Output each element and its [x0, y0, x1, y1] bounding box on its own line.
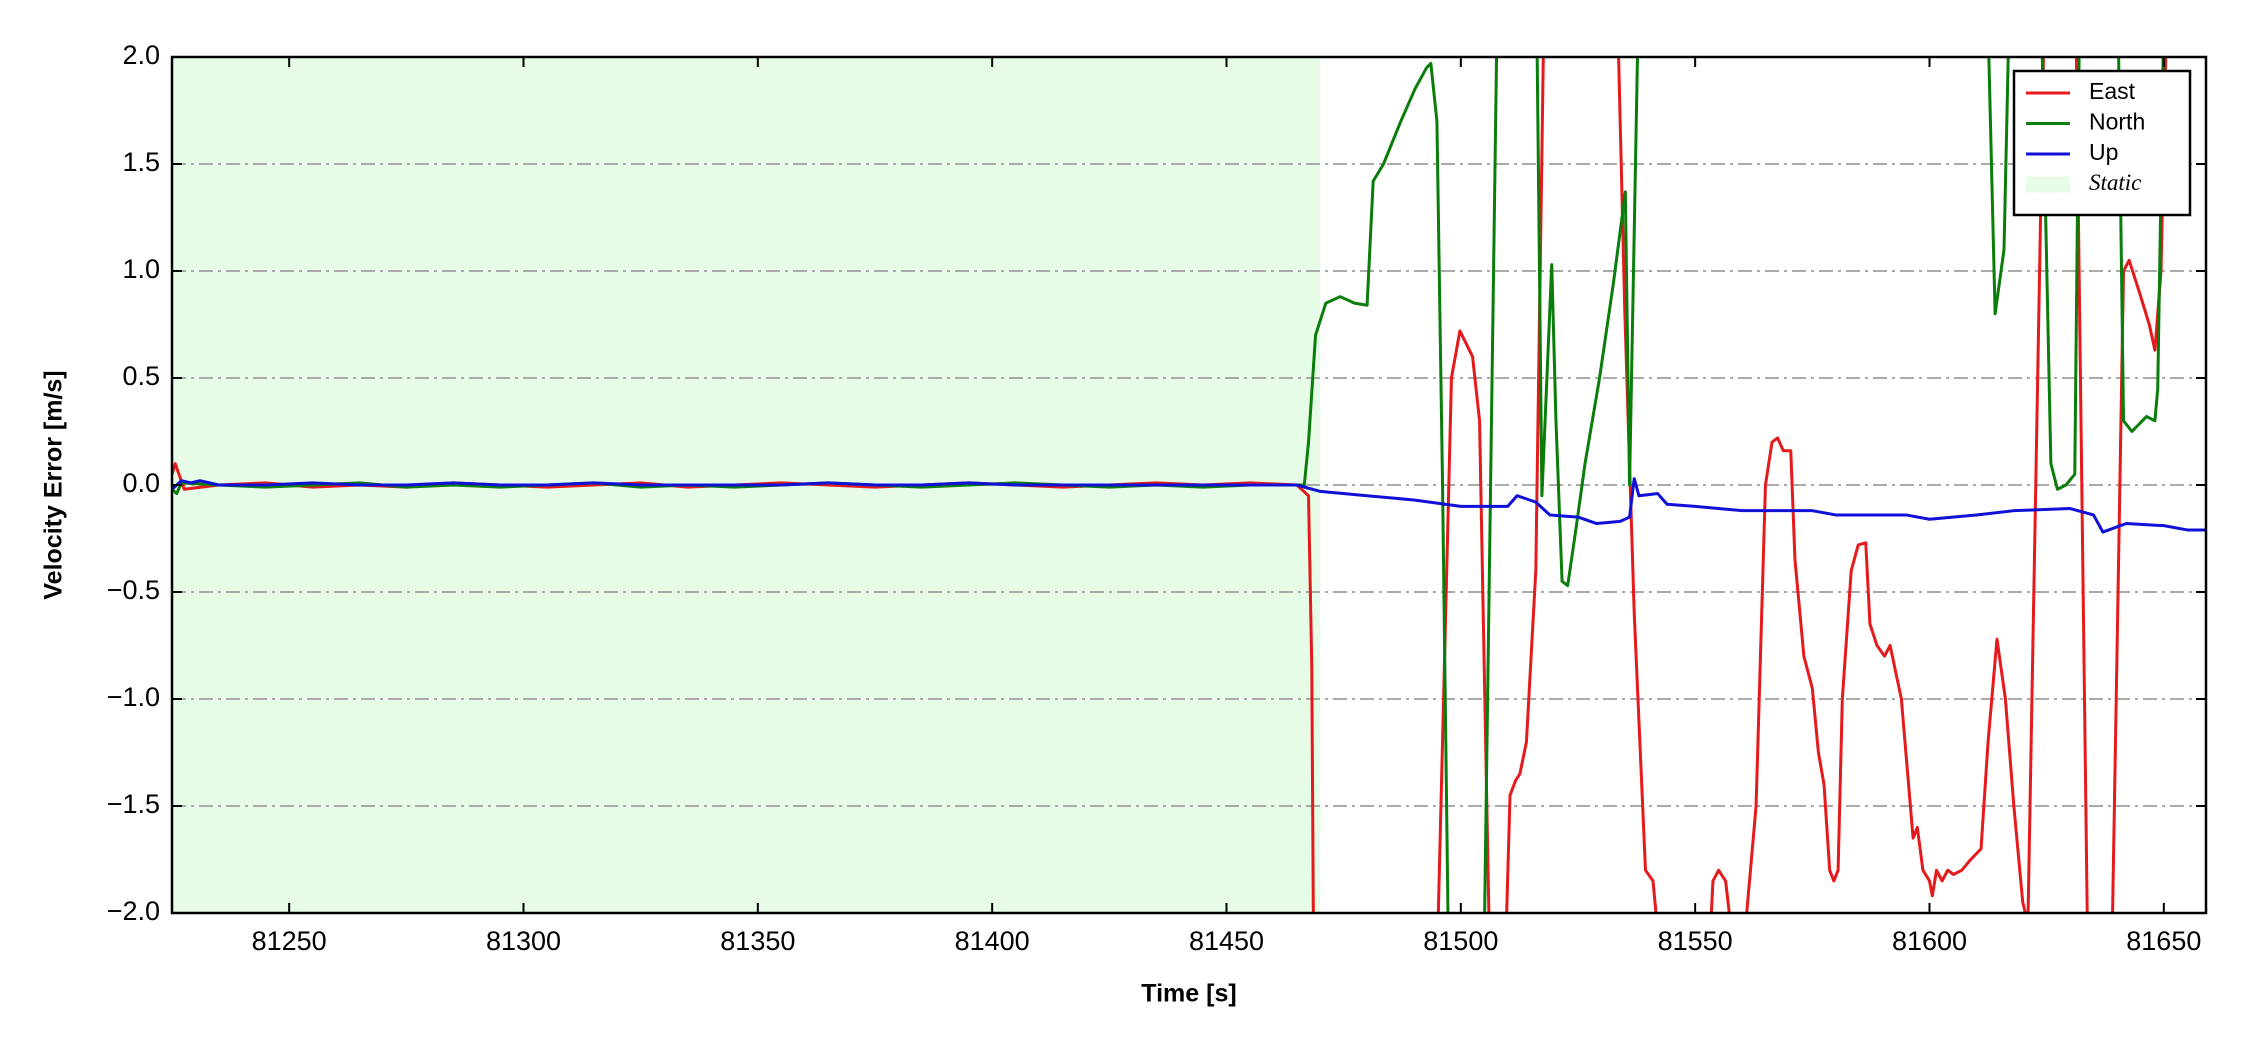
x-tick-label: 81550 [1658, 926, 1733, 956]
y-tick-label: −1.5 [107, 789, 160, 819]
y-tick-label: −1.0 [107, 682, 160, 712]
lines-layer [172, 57, 2206, 913]
y-tick-label: 0.0 [122, 468, 160, 498]
x-tick-label: 81350 [720, 926, 795, 956]
y-tick-label: −0.5 [107, 575, 160, 605]
y-axis-label: Velocity Error [m/s] [40, 370, 68, 599]
legend-label: North [2089, 109, 2145, 135]
x-tick-label: 81400 [955, 926, 1030, 956]
y-tick-label: 1.5 [122, 147, 160, 177]
y-tick-label: −2.0 [107, 896, 160, 926]
legend-swatch [2026, 176, 2070, 193]
x-axis-label: Time [s] [1141, 980, 1236, 1008]
legend-label: Static [2089, 170, 2141, 195]
legend: East North Up Static [2012, 69, 2192, 217]
legend-label: East [2089, 78, 2136, 104]
series-line [172, 57, 2165, 913]
y-tick-label: 2.0 [122, 40, 160, 70]
legend-label: Up [2089, 139, 2118, 165]
x-tick-label: 81450 [1189, 926, 1264, 956]
x-tick-label: 81600 [1892, 926, 1967, 956]
x-tick-label: 81650 [2126, 926, 2201, 956]
y-tick-label: 0.5 [122, 361, 160, 391]
series-line [172, 477, 2206, 534]
y-tick-label: 1.0 [122, 254, 160, 284]
x-tick-label: 81500 [1423, 926, 1498, 956]
x-tick-label: 81300 [486, 926, 561, 956]
axes-layer: −2.0 −1.5 −1.0 −0.5 0.0 0.5 1.0 1.5 2.0 81250 8130… [107, 40, 2206, 956]
x-tick-label: 81250 [252, 926, 327, 956]
